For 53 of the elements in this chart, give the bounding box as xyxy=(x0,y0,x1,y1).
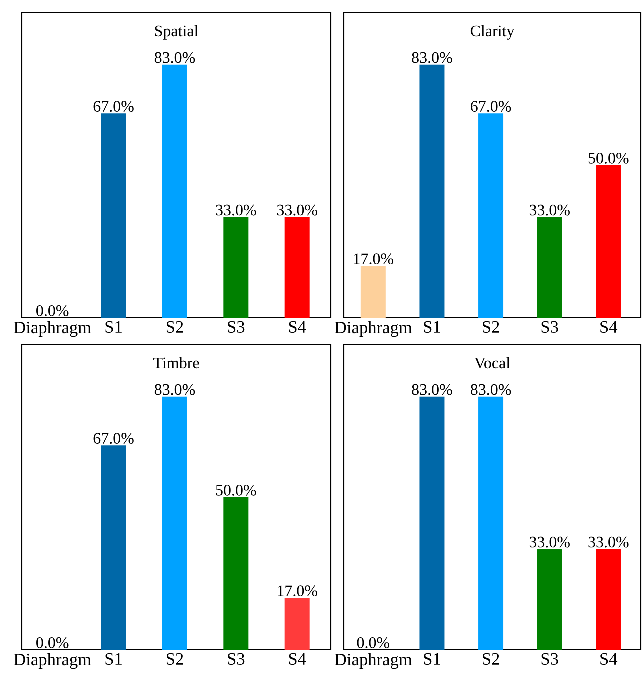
x-tick-label: S4 xyxy=(289,321,306,334)
x-tick-label: Diaphragm xyxy=(14,653,92,670)
x-tick-label: S4 xyxy=(600,653,618,666)
x-tick-label: S3 xyxy=(228,653,245,666)
x-tick-label: S1 xyxy=(106,321,122,334)
data-label: 50.0% xyxy=(588,153,629,164)
bar xyxy=(478,114,504,318)
x-tick-label: S3 xyxy=(542,653,558,666)
data-label: 83.0% xyxy=(154,384,196,396)
bar xyxy=(101,446,126,650)
text: Vocal xyxy=(474,357,510,369)
data-label: 33.0% xyxy=(216,204,256,216)
data-label: 0.0% xyxy=(36,306,69,316)
data-label: 33.0% xyxy=(588,536,629,548)
x-tick-label: S3 xyxy=(542,321,558,334)
data-label: 83.0% xyxy=(412,384,452,396)
bar xyxy=(162,396,188,650)
data-label: 33.0% xyxy=(277,204,318,216)
x-tick-label: S2 xyxy=(483,321,500,334)
x-tick-label: S4 xyxy=(289,653,306,666)
text: Clarity xyxy=(470,25,515,40)
bar xyxy=(420,64,445,318)
bar xyxy=(360,266,386,318)
data-label: 33.0% xyxy=(530,536,570,548)
data-label: 83.0% xyxy=(154,52,196,64)
x-tick-label: S2 xyxy=(166,653,184,666)
data-label: 0.0% xyxy=(36,638,69,648)
data-label: 50.0% xyxy=(216,485,256,496)
x-tick-label: S2 xyxy=(483,653,500,666)
data-label: 83.0% xyxy=(412,52,452,64)
data-label: 33.0% xyxy=(530,204,570,216)
text: Spatial xyxy=(155,25,198,40)
data-label: 83.0% xyxy=(470,384,512,396)
bar xyxy=(596,166,622,318)
data-label: 0.0% xyxy=(357,638,390,648)
x-tick-label: S4 xyxy=(600,321,618,334)
data-label: 67.0% xyxy=(94,101,134,112)
bar xyxy=(224,498,249,650)
x-tick-label: Diaphragm xyxy=(334,321,412,338)
bar xyxy=(284,598,310,650)
data-label: 67.0% xyxy=(94,433,134,444)
bar xyxy=(537,217,562,318)
x-tick-label: S3 xyxy=(228,321,245,334)
data-label: 17.0% xyxy=(354,254,394,265)
data-label: 17.0% xyxy=(278,586,318,597)
x-tick-label: Diaphragm xyxy=(14,321,92,338)
x-tick-label: S2 xyxy=(166,321,184,334)
x-tick-label: S1 xyxy=(106,653,122,666)
x-tick-label: S1 xyxy=(424,653,440,666)
text: Timbre xyxy=(154,357,200,369)
x-tick-label: Diaphragm xyxy=(334,653,412,670)
data-label: 67.0% xyxy=(471,101,512,112)
x-tick-label: S1 xyxy=(424,321,440,334)
